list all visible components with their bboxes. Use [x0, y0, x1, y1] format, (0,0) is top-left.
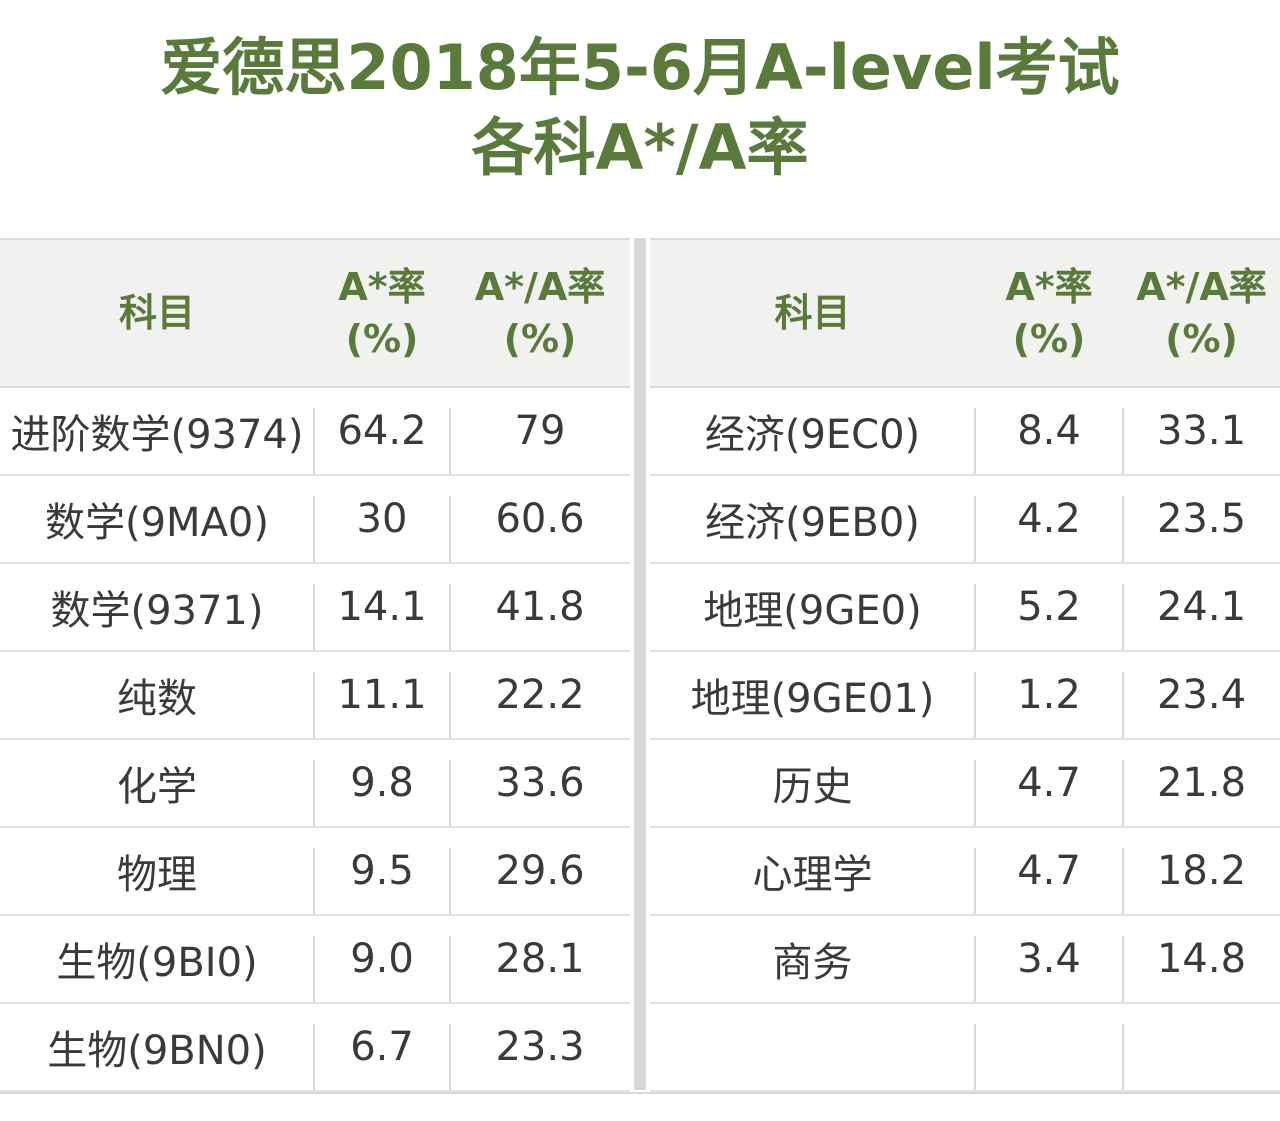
cell-astar-a: 21.8 — [1156, 760, 1247, 806]
cell-astar-a: 23.3 — [495, 1024, 585, 1070]
table-row: 经济(9EC0) 8.4 33.1 — [650, 388, 1280, 476]
cell-astar: 9.5 — [350, 848, 414, 894]
page-title: 爱德思2018年5-6月A-level考试 各科A*/A率 — [0, 28, 1280, 188]
cell-astar-a: 41.8 — [495, 584, 585, 630]
right-header-row: 科目 A*率 (%) A*/A率 (%) — [650, 240, 1280, 388]
cell-subject: 经济(9EC0) — [704, 412, 921, 458]
table-row — [650, 1004, 1280, 1092]
table-row: 生物(9BI0) 9.0 28.1 — [0, 916, 630, 1004]
table-row: 地理(9GE01) 1.2 23.4 — [650, 652, 1280, 740]
table-row: 经济(9EB0) 4.2 23.5 — [650, 476, 1280, 564]
cell-astar-a: 33.6 — [495, 760, 585, 806]
cell-subject: 生物(9BI0) — [56, 940, 258, 986]
left-header-subject: 科目 — [118, 291, 195, 335]
cell-astar: 5.2 — [1017, 584, 1081, 630]
cell-astar: 3.4 — [1017, 936, 1081, 982]
cell-astar-a: 24.1 — [1156, 584, 1247, 630]
cell-astar: 4.2 — [1017, 496, 1081, 542]
table-divider — [630, 238, 650, 1090]
cell-astar: 6.7 — [350, 1024, 414, 1070]
right-header-astar: A*率 (%) — [1005, 265, 1093, 361]
table-row: 商务 3.4 14.8 — [650, 916, 1280, 1004]
cell-astar: 1.2 — [1017, 672, 1081, 718]
cell-subject: 历史 — [772, 764, 853, 810]
results-table: 科目 A*率 (%) A*/A率 (%) 进阶数学(9374) 64.2 79 数学(… — [0, 238, 1280, 1094]
cell-subject: 生物(9BN0) — [47, 1028, 267, 1074]
cell-astar-a: 22.2 — [495, 672, 585, 718]
cell-astar: 30 — [356, 496, 408, 542]
right-table: 科目 A*率 (%) A*/A率 (%) 经济(9EC0) 8.4 33.1 经济(9… — [650, 240, 1280, 1092]
cell-astar — [975, 1004, 1123, 1090]
table-row: 生物(9BN0) 6.7 23.3 — [0, 1004, 630, 1092]
cell-astar: 14.1 — [337, 584, 427, 630]
cell-subject: 数学(9MA0) — [45, 500, 269, 546]
cell-astar-a: 60.6 — [495, 496, 585, 542]
cell-subject: 地理(9GE0) — [703, 588, 922, 634]
cell-astar-a: 29.6 — [495, 848, 585, 894]
cell-astar-a: 33.1 — [1156, 408, 1247, 454]
cell-subject: 进阶数学(9374) — [10, 412, 304, 458]
table-row: 纯数 11.1 22.2 — [0, 652, 630, 740]
cell-astar-a: 28.1 — [495, 936, 585, 982]
cell-subject: 数学(9371) — [50, 588, 264, 634]
cell-astar: 9.0 — [350, 936, 414, 982]
title-line-2: 各科A*/A率 — [471, 111, 809, 184]
cell-astar-a: 23.5 — [1156, 496, 1247, 542]
left-header-row: 科目 A*率 (%) A*/A率 (%) — [0, 240, 630, 388]
cell-subject: 化学 — [117, 764, 197, 810]
cell-astar: 4.7 — [1017, 848, 1081, 894]
cell-astar: 64.2 — [337, 408, 427, 454]
cell-astar: 4.7 — [1017, 760, 1081, 806]
cell-subject: 地理(9GE01) — [690, 676, 935, 722]
right-header-astar-a: A*/A率 (%) — [1136, 265, 1267, 361]
cell-astar-a: 23.4 — [1156, 672, 1247, 718]
cell-astar-a: 18.2 — [1156, 848, 1247, 894]
cell-astar-a — [1123, 1004, 1280, 1090]
table-row: 数学(9371) 14.1 41.8 — [0, 564, 630, 652]
table-row: 历史 4.7 21.8 — [650, 740, 1280, 828]
right-header-subject: 科目 — [774, 291, 851, 335]
cell-astar-a: 14.8 — [1156, 936, 1247, 982]
cell-subject: 商务 — [772, 940, 853, 986]
cell-subject: 心理学 — [752, 852, 873, 898]
table-row: 地理(9GE0) 5.2 24.1 — [650, 564, 1280, 652]
left-header-astar-a: A*/A率 (%) — [474, 265, 606, 361]
cell-subject — [650, 1004, 975, 1090]
table-row: 心理学 4.7 18.2 — [650, 828, 1280, 916]
cell-astar: 9.8 — [350, 760, 414, 806]
left-header-astar: A*率 (%) — [338, 265, 426, 361]
table-row: 数学(9MA0) 30 60.6 — [0, 476, 630, 564]
cell-astar: 8.4 — [1017, 408, 1081, 454]
cell-subject: 经济(9EB0) — [705, 500, 920, 546]
title-line-1: 爱德思2018年5-6月A-level考试 — [160, 31, 1120, 104]
table-row: 进阶数学(9374) 64.2 79 — [0, 388, 630, 476]
cell-astar-a: 79 — [514, 408, 566, 454]
left-table: 科目 A*率 (%) A*/A率 (%) 进阶数学(9374) 64.2 79 数学(… — [0, 240, 630, 1092]
cell-subject: 物理 — [117, 852, 197, 898]
cell-subject: 纯数 — [117, 676, 197, 722]
table-row: 物理 9.5 29.6 — [0, 828, 630, 916]
table-row: 化学 9.8 33.6 — [0, 740, 630, 828]
cell-astar: 11.1 — [337, 672, 427, 718]
